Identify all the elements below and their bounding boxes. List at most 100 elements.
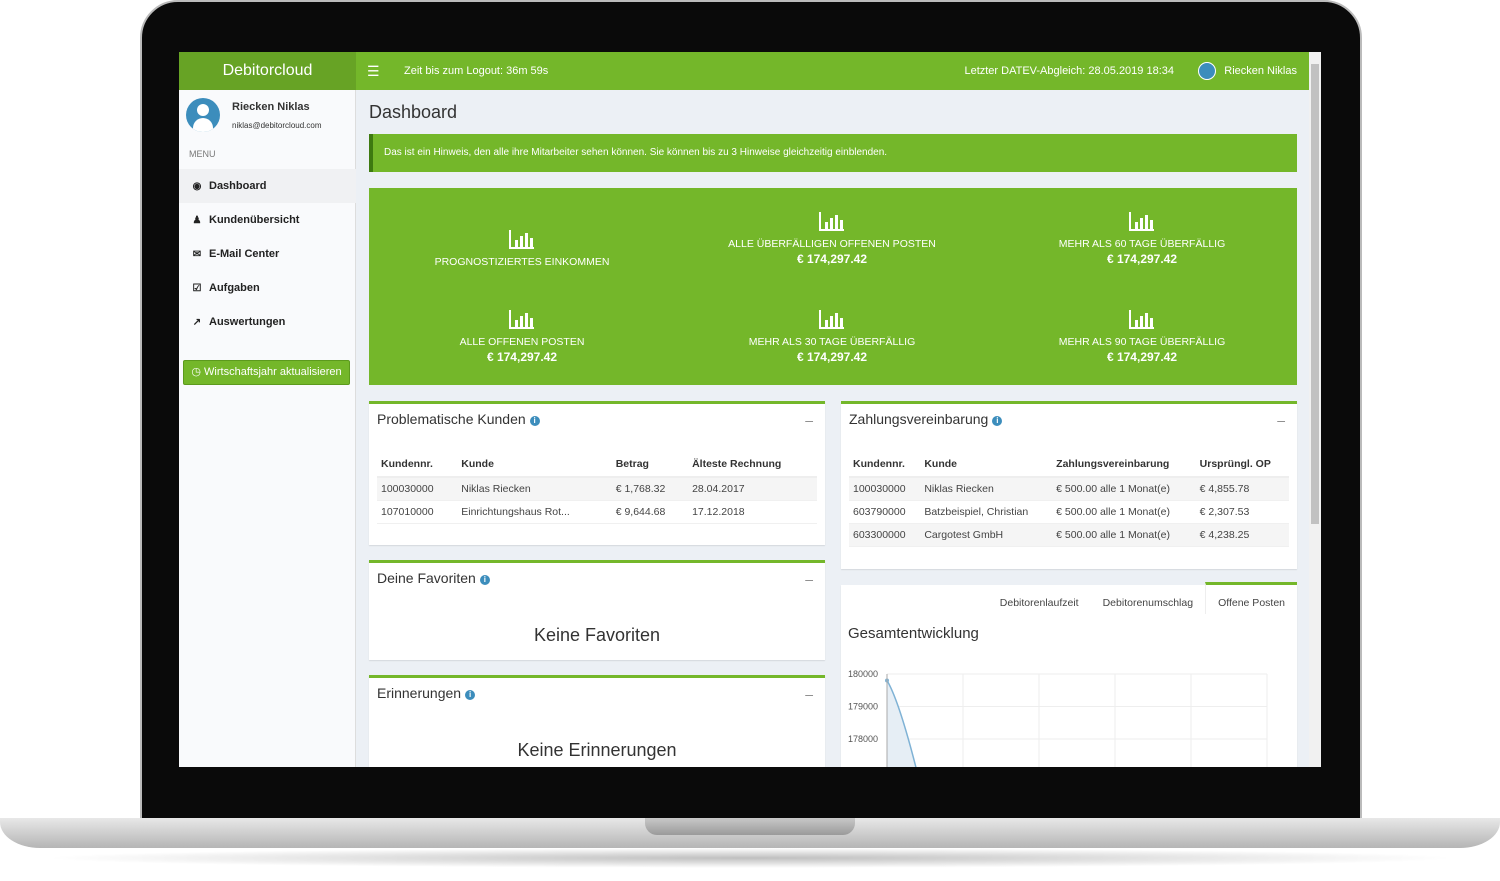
table-cell: 107010000 — [377, 500, 458, 524]
info-icon[interactable]: i — [465, 690, 476, 700]
button-label: Wirtschaftsjahr aktualisieren — [204, 366, 342, 378]
table-cell: 17.12.2018 — [688, 500, 817, 524]
kpi-label: MEHR ALS 30 TAGE ÜBERFÄLLIG — [748, 336, 916, 348]
y-tick-label: 178000 — [848, 734, 878, 744]
kpi-tile[interactable]: MEHR ALS 60 TAGE ÜBERFÄLLIG € 174,297.42 — [992, 210, 1292, 266]
box-title: Deine Favoriten i — [377, 570, 490, 586]
table-row[interactable]: 107010000 Einrichtungshaus Rot... € 9,644.… — [377, 500, 817, 524]
sidebar-item-label: Aufgaben — [209, 282, 260, 294]
chart-box: Debitorenlaufzeit Debitorenumschlag Offe… — [841, 582, 1297, 767]
table-row[interactable]: 603790000 Batzbeispiel, Christian € 500.00… — [849, 500, 1289, 524]
laptop-shadow — [40, 848, 1460, 868]
table-cell: 100030000 — [377, 477, 458, 501]
menu-toggle-icon[interactable]: ☰ — [367, 63, 380, 79]
envelope-icon: ✉ — [192, 248, 202, 260]
column-header: Kundennr. — [377, 452, 458, 478]
table-cell: € 500.00 alle 1 Monat(e) — [1052, 523, 1196, 547]
column-header: Älteste Rechnung — [688, 452, 817, 478]
box-title: Problematische Kunden i — [377, 411, 540, 427]
user-name: Riecken Niklas — [1224, 65, 1297, 77]
collapse-button[interactable]: – — [1277, 412, 1285, 428]
column-header: Kunde — [920, 452, 1053, 478]
bar-chart-icon — [1129, 310, 1154, 329]
sidebar-item-dashboard[interactable]: ◉ Dashboard — [179, 169, 356, 203]
user-email: niklas@debitorcloud.com — [232, 121, 322, 130]
payment-agreement-table: Kundennr. Kunde Zahlungsvereinbarung Ursprü… — [849, 452, 1289, 547]
table-cell: 603790000 — [849, 500, 921, 524]
table-cell: € 9,644.68 — [611, 500, 689, 524]
empty-reminders: Keine Erinnerungen — [517, 740, 677, 760]
kpi-tile[interactable]: ALLE ÜBERFÄLLIGEN OFFENEN POSTEN € 174,29… — [682, 210, 982, 266]
kpi-tile[interactable]: MEHR ALS 90 TAGE ÜBERFÄLLIG € 174,297.42 — [992, 308, 1292, 364]
box-title: Zahlungsvereinbarung i — [849, 411, 1003, 427]
area-fill — [887, 680, 916, 767]
chart-title: Gesamtentwicklung — [848, 625, 979, 642]
table-cell: 603300000 — [849, 523, 921, 547]
kpi-tile[interactable]: PROGNOSTIZIERTES EINKOMMEN — [372, 228, 672, 270]
table-header: Kundennr. Kunde Betrag Älteste Rechnung — [377, 452, 817, 478]
problematic-customers-box: Problematische Kunden i – Kundennr. Kunde B… — [369, 401, 825, 545]
kpi-label: MEHR ALS 60 TAGE ÜBERFÄLLIG — [1058, 238, 1226, 250]
table-cell: Cargotest GmbH — [920, 523, 1053, 547]
main-content: Dashboard Das ist ein Hinweis, den alle … — [357, 90, 1309, 767]
table-cell: € 4,238.25 — [1195, 523, 1289, 547]
info-icon[interactable]: i — [479, 575, 490, 585]
top-bar: Debitorcloud ☰ Zeit bis zum Logout: 36m … — [179, 52, 1309, 90]
tab-debitorenumschlag[interactable]: Debitorenumschlag — [1102, 597, 1194, 609]
info-icon[interactable]: i — [992, 416, 1003, 426]
sidebar-item-label: Dashboard — [209, 180, 267, 192]
sidebar-item-label: E-Mail Center — [209, 248, 280, 260]
table-cell: Batzbeispiel, Christian — [920, 500, 1053, 524]
page-title: Dashboard — [369, 102, 458, 122]
scrollbar-thumb[interactable] — [1311, 64, 1319, 524]
scrollbar[interactable] — [1309, 52, 1321, 767]
column-header: Zahlungsvereinbarung — [1052, 452, 1196, 478]
kpi-label: ALLE OFFENEN POSTEN — [459, 336, 585, 348]
info-icon[interactable]: i — [529, 416, 540, 426]
table-cell: Einrichtungshaus Rot... — [457, 500, 612, 524]
total-development-chart: 180000 179000 178000 — [848, 669, 1268, 767]
collapse-button[interactable]: – — [805, 571, 813, 587]
table-header: Kundennr. Kunde Zahlungsvereinbarung Ursprü… — [849, 452, 1289, 478]
kpi-tile[interactable]: ALLE OFFENEN POSTEN € 174,297.42 — [372, 308, 672, 364]
sidebar-item-auswertungen[interactable]: ↗ Auswertungen — [179, 305, 356, 339]
table-row[interactable]: 603300000 Cargotest GmbH € 500.00 alle 1 M… — [849, 523, 1289, 547]
datev-sync-status: Letzter DATEV-Abgleich: 28.05.2019 18:34 — [964, 65, 1174, 77]
menu-header: MENU — [189, 149, 216, 159]
dashboard-icon: ◉ — [192, 180, 202, 192]
logout-timer: Zeit bis zum Logout: 36m 59s — [404, 65, 549, 77]
y-tick-label: 180000 — [848, 669, 878, 679]
collapse-button[interactable]: – — [805, 686, 813, 702]
users-icon: ♟ — [192, 214, 202, 226]
sidebar-item-email-center[interactable]: ✉ E-Mail Center — [179, 237, 356, 271]
brand-logo[interactable]: Debitorcloud — [179, 52, 356, 90]
sidebar-item-kundenuebersicht[interactable]: ♟ Kundenübersicht — [179, 203, 356, 237]
table-cell: € 500.00 alle 1 Monat(e) — [1052, 477, 1196, 501]
kpi-tile[interactable]: MEHR ALS 30 TAGE ÜBERFÄLLIG € 174,297.42 — [682, 308, 982, 364]
bar-chart-icon — [1129, 212, 1154, 231]
user-menu[interactable]: Riecken Niklas — [1198, 62, 1297, 80]
sidebar: Riecken Niklas niklas@debitorcloud.com M… — [179, 90, 356, 767]
table-row[interactable]: 100030000 Niklas Riecken € 500.00 alle 1 M… — [849, 477, 1289, 501]
bar-chart-icon — [509, 310, 534, 329]
avatar-icon — [1198, 62, 1217, 80]
bar-chart-icon — [819, 212, 844, 231]
tab-debitorenlaufzeit[interactable]: Debitorenlaufzeit — [999, 597, 1079, 609]
collapse-button[interactable]: – — [805, 412, 813, 428]
table-cell: 100030000 — [849, 477, 921, 501]
table-cell: € 1,768.32 — [611, 477, 689, 501]
line-chart-icon: ↗ — [192, 316, 202, 328]
table-cell: € 2,307.53 — [1195, 500, 1289, 524]
chart-tabs: Debitorenlaufzeit Debitorenumschlag Offe… — [988, 582, 1297, 617]
kpi-value: € 174,297.42 — [1106, 350, 1178, 364]
tab-offene-posten[interactable]: Offene Posten — [1205, 582, 1297, 614]
column-header: Kundennr. — [849, 452, 921, 478]
sidebar-item-aufgaben[interactable]: ☑ Aufgaben — [179, 271, 356, 305]
table-cell: 28.04.2017 — [688, 477, 817, 501]
table-cell: € 4,855.78 — [1195, 477, 1289, 501]
sidebar-item-label: Auswertungen — [209, 316, 286, 328]
series-line — [886, 680, 917, 767]
table-row[interactable]: 100030000 Niklas Riecken € 1,768.32 28.04.2… — [377, 477, 817, 501]
checkbox-icon: ☑ — [192, 282, 202, 294]
update-fiscal-year-button[interactable]: ◷ Wirtschaftsjahr aktualisieren — [183, 360, 350, 385]
